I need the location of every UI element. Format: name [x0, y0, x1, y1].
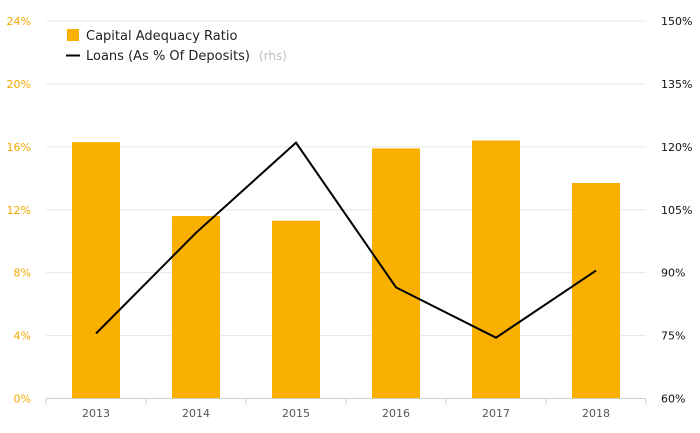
legend-line-note: (rhs) — [259, 49, 287, 63]
right-tick-label: 75% — [661, 330, 685, 343]
x-tick-label: 2017 — [482, 407, 510, 420]
bar-2014 — [172, 216, 220, 399]
line-series — [95, 141, 597, 339]
bar-2015 — [272, 220, 320, 399]
left-axis-ticks: 0% 4% 8% 12% 16% 20% 24% — [7, 15, 31, 406]
bar-2018 — [572, 183, 620, 399]
legend-bar-swatch — [67, 29, 79, 41]
bar-2017 — [472, 140, 520, 399]
left-tick-label: 12% — [7, 204, 31, 217]
x-tick-label: 2018 — [582, 407, 610, 420]
right-tick-label: 105% — [661, 204, 692, 217]
bar-2016 — [372, 148, 420, 399]
legend-bar-label: Capital Adequacy Ratio — [86, 29, 237, 44]
axes — [45, 398, 647, 405]
x-axis-ticks: 2013 2014 2015 2016 2017 2018 — [82, 407, 610, 420]
right-tick-label: 120% — [661, 141, 692, 154]
x-tick-label: 2013 — [82, 407, 110, 420]
x-tick-label: 2014 — [182, 407, 210, 420]
right-tick-label: 135% — [661, 78, 692, 91]
loans-line — [95, 141, 597, 339]
left-tick-label: 4% — [14, 330, 31, 343]
bar-series — [72, 140, 620, 399]
legend-line-label: Loans (As % Of Deposits) — [86, 49, 250, 64]
x-tick-label: 2015 — [282, 407, 310, 420]
left-tick-label: 16% — [7, 141, 31, 154]
gridlines — [46, 20, 646, 337]
right-axis-ticks: 60% 75% 90% 105% 120% 135% 150% — [661, 15, 692, 406]
right-tick-label: 150% — [661, 15, 692, 28]
right-tick-label: 60% — [661, 393, 685, 406]
left-tick-label: 24% — [7, 15, 31, 28]
legend-line-entry: Loans (As % Of Deposits) (rhs) — [86, 45, 287, 64]
legend: Capital Adequacy Ratio Loans (As % Of De… — [66, 29, 287, 64]
left-tick-label: 20% — [7, 78, 31, 91]
right-tick-label: 90% — [661, 267, 685, 280]
x-tick-label: 2016 — [382, 407, 410, 420]
left-tick-label: 8% — [14, 267, 31, 280]
bar-2013 — [72, 142, 120, 399]
left-tick-label: 0% — [14, 393, 31, 406]
